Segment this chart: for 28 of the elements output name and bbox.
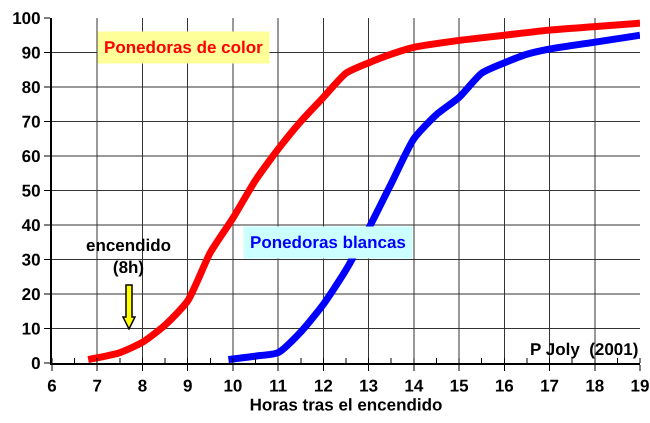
x-tick-label: 6 — [47, 376, 57, 396]
x-tick-label: 18 — [585, 376, 604, 396]
x-tick-label: 9 — [182, 376, 192, 396]
text: Ponedoras de color — [104, 38, 264, 57]
y-tick-label: 0 — [31, 354, 41, 373]
y-tick-label: 50 — [22, 181, 41, 200]
x-tick-label: 7 — [92, 376, 102, 396]
x-tick-label: 14 — [404, 376, 424, 396]
x-tick-label: 10 — [223, 376, 242, 396]
x-tick-label: 19 — [630, 376, 650, 396]
x-tick-label: 11 — [269, 376, 288, 396]
y-tick-label: 80 — [22, 78, 41, 97]
x-axis-title: Horas tras el encendido — [250, 395, 442, 414]
x-tick-label: 15 — [450, 376, 469, 396]
y-tick-label: 60 — [22, 146, 41, 166]
y-tick-label: 70 — [22, 112, 41, 132]
x-tick-label: 8 — [138, 376, 148, 396]
y-tick-label: 10 — [22, 319, 41, 338]
y-tick-label: 90 — [22, 43, 41, 62]
x-tick-label: 13 — [359, 376, 378, 396]
y-tick-label: 20 — [22, 284, 41, 304]
x-tick-label: 12 — [314, 376, 333, 396]
y-tick-label: 40 — [22, 216, 41, 235]
x-tick-label: 16 — [494, 376, 514, 396]
y-tick-label: 100 — [12, 8, 41, 28]
x-tick-label: 17 — [540, 376, 559, 396]
y-tick-label: 30 — [22, 250, 41, 270]
series-label: Ponedoras blancas — [250, 233, 406, 252]
